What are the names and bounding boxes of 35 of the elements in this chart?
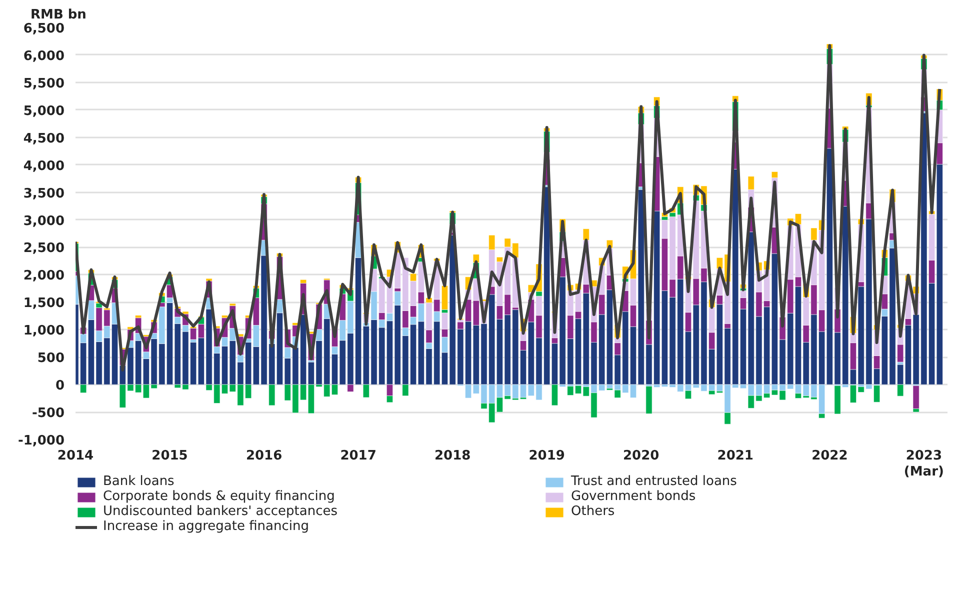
x-tick-label: 2022 — [812, 448, 848, 464]
y-tick-label: 500 — [37, 351, 65, 366]
y-tick-label: 5,000 — [23, 104, 65, 119]
y-tick-label: 6,500 — [23, 22, 65, 36]
y-tick-label: 1,000 — [23, 324, 65, 339]
y-tick-label: 3,500 — [23, 186, 65, 202]
y-tick-label: 2,500 — [23, 241, 65, 256]
x-tick-label: 2018 — [434, 448, 471, 464]
legend-label: Corporate bonds & equity financing — [103, 489, 336, 504]
legend-label: Undiscounted bankers' acceptances — [103, 504, 339, 519]
legend-label: Government bonds — [571, 489, 697, 504]
y-tick-label: 6,000 — [23, 48, 65, 64]
y-tick-label: 4,500 — [23, 131, 65, 146]
y-tick-label: -500 — [32, 406, 65, 422]
x-tick-label: 2015 — [152, 448, 188, 464]
y-tick-label: 1,500 — [23, 296, 65, 312]
y-tick-label: -1,000 — [18, 434, 64, 448]
x-tick-label: 2020 — [623, 448, 660, 464]
x-tick-label: 2017 — [340, 448, 376, 464]
y-axis-title: RMB bn — [30, 8, 86, 22]
x-tick-label: 2019 — [528, 448, 565, 464]
text: (Mar) — [904, 464, 944, 480]
x-tick-label: 2016 — [246, 448, 282, 464]
y-tick-label: 4,000 — [23, 158, 65, 174]
legend-label: Increase in aggregate financing — [103, 519, 310, 534]
x-tick-label: 2023 — [906, 448, 942, 464]
legend-label: Bank loans — [103, 474, 176, 489]
y-tick-label: 5,500 — [23, 76, 65, 92]
y-tick-label: 0 — [55, 378, 64, 394]
y-tick-label: 2,000 — [23, 268, 65, 284]
y-tick-label: 3,000 — [23, 214, 65, 229]
legend-label: Trust and entrusted loans — [571, 474, 737, 489]
x-tick-label: 2021 — [717, 448, 754, 464]
x-tick-label: 2014 — [57, 448, 94, 464]
legend-label: Others — [571, 504, 616, 519]
